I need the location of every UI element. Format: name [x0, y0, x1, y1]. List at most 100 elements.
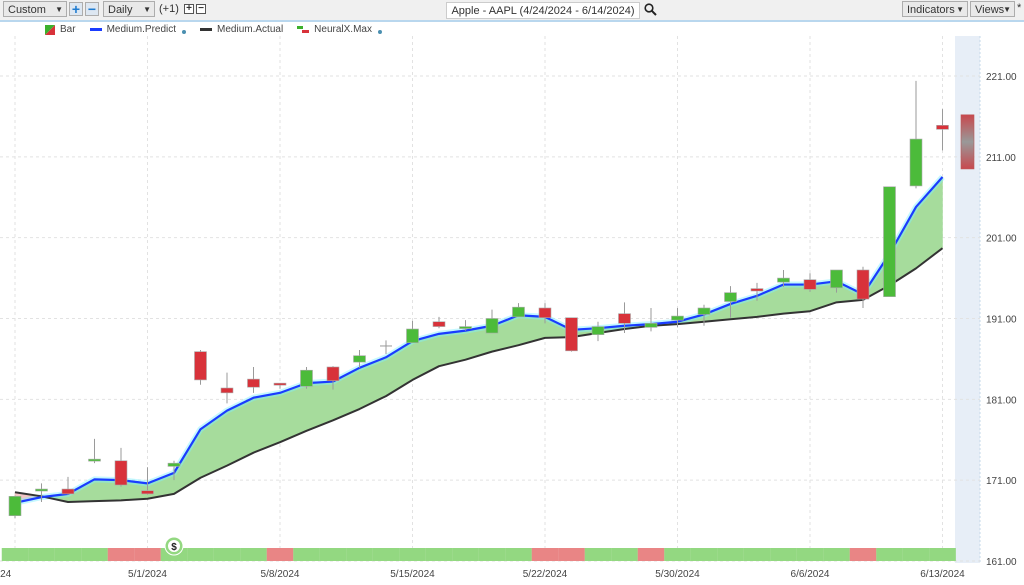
signal-bar-up	[372, 548, 400, 561]
signal-bar-up	[425, 548, 453, 561]
settings-dot-icon[interactable]	[182, 30, 187, 34]
dollar-icon: $	[171, 542, 177, 553]
signal-bar-up	[796, 548, 824, 561]
legend-item-medium-predict[interactable]: Medium.Predict	[89, 24, 187, 35]
signal-bar-up	[690, 548, 718, 561]
candle-up	[883, 186, 896, 297]
signal-bar-up	[717, 548, 744, 561]
signal-bar-up	[81, 548, 108, 561]
toolbar: Custom ▼ + − Daily ▼ (+1) + − Apple - AAPL…	[0, 0, 1024, 22]
x-tick-label: 5/30/2024	[655, 569, 700, 580]
x-tick-label: 5/15/2024	[390, 569, 435, 580]
y-tick-label: 181.00	[986, 395, 1017, 406]
signal-bar-up	[929, 548, 956, 561]
candle-up	[8, 496, 22, 517]
candle-down	[565, 317, 578, 352]
dollar-signal-inner	[168, 540, 180, 552]
candle-down	[220, 387, 234, 394]
candle-down	[538, 307, 552, 318]
candle-down	[936, 125, 949, 130]
forecast-candle	[960, 114, 975, 170]
legend-label: Medium.Actual	[217, 24, 284, 35]
candle-down	[273, 382, 287, 386]
candle-down	[141, 490, 154, 495]
views-label: Views	[975, 4, 1005, 16]
signal-bar-up	[902, 548, 930, 561]
y-tick-label: 211.00	[986, 153, 1016, 164]
legend-item-neuralx-max[interactable]: NeuralX.Max	[297, 24, 382, 35]
signal-bar-up	[213, 548, 241, 561]
bar-icon	[45, 24, 55, 35]
interval-select[interactable]: Daily ▼	[103, 1, 155, 17]
offset-minus-button[interactable]: −	[196, 4, 206, 14]
chevron-down-icon: ▼	[55, 5, 63, 14]
candle-up	[777, 277, 790, 283]
candle-up	[406, 328, 419, 344]
signal-bar-down	[266, 548, 294, 561]
candle-down	[432, 321, 446, 327]
y-tick-label: 201.00	[986, 234, 1017, 245]
signal-bar-up	[823, 548, 850, 561]
medium-predict-line	[14, 176, 944, 504]
candle-down	[247, 378, 260, 388]
signal-bar-up	[584, 548, 612, 561]
legend-item-medium-actual[interactable]: Medium.Actual	[200, 24, 283, 35]
candle-up	[697, 307, 711, 315]
x-tick-label: 5/22/2024	[523, 569, 568, 580]
offset-plus-button[interactable]: +	[184, 4, 194, 14]
offset-label: (+1)	[159, 3, 179, 15]
candle-up	[353, 355, 366, 363]
neuralx-icon	[297, 25, 310, 33]
candle-down	[803, 279, 817, 290]
signal-bar-down	[107, 548, 135, 561]
candle-down	[61, 488, 75, 495]
signal-bar-up	[399, 548, 426, 561]
zoom-out-button[interactable]: −	[85, 2, 99, 16]
y-tick-label: 171.00	[986, 476, 1017, 487]
x-tick-label: 4/24/2024	[0, 569, 12, 580]
legend-label: NeuralX.Max	[314, 24, 372, 35]
candle-up	[830, 269, 843, 289]
signal-bar-down	[637, 548, 665, 561]
chevron-down-icon: ▼	[1003, 5, 1011, 14]
candle-down	[114, 460, 128, 486]
x-tick-label: 5/8/2024	[261, 569, 300, 580]
views-button[interactable]: Views ▼	[970, 1, 1015, 17]
signal-bar-down	[531, 548, 559, 561]
signal-bar-up	[346, 548, 373, 561]
search-icon[interactable]	[644, 3, 657, 19]
area-fill-segment	[306, 381, 334, 432]
legend-item-bar[interactable]: Bar	[45, 24, 76, 35]
x-tick-label: 5/1/2024	[128, 569, 167, 580]
candle-down	[856, 269, 870, 300]
period-select[interactable]: Custom ▼	[3, 1, 67, 17]
candle-down	[618, 313, 631, 324]
chart-title: Apple - AAPL (4/24/2024 - 6/14/2024)	[446, 2, 640, 19]
y-tick-label: 191.00	[986, 314, 1017, 325]
period-select-value: Custom	[8, 4, 46, 16]
candle-up	[485, 318, 499, 334]
signal-bar-up	[611, 548, 638, 561]
signal-bar-up	[319, 548, 347, 561]
signal-bar-up	[240, 548, 267, 561]
signal-bar-up	[28, 548, 55, 561]
signal-bar-up	[505, 548, 532, 561]
indicators-button[interactable]: Indicators ▼	[902, 1, 968, 17]
candle-up	[909, 138, 923, 187]
blue-line-icon	[89, 27, 102, 31]
settings-dot-icon[interactable]	[377, 30, 382, 34]
modified-marker: *	[1017, 2, 1022, 14]
signal-bar-up	[293, 548, 320, 561]
signal-bar-up	[1, 548, 29, 561]
signal-bar-down	[558, 548, 585, 561]
legend: Bar Medium.Predict Medium.Actual NeuralX…	[45, 24, 382, 35]
signal-bar-up	[54, 548, 82, 561]
candle-up	[88, 458, 101, 462]
signal-bar-up	[478, 548, 506, 561]
signal-bar-up	[452, 548, 479, 561]
chevron-down-icon: ▼	[143, 5, 151, 14]
y-tick-label: 221.00	[986, 72, 1017, 83]
zoom-in-button[interactable]: +	[69, 2, 83, 16]
candle-up	[671, 315, 684, 321]
